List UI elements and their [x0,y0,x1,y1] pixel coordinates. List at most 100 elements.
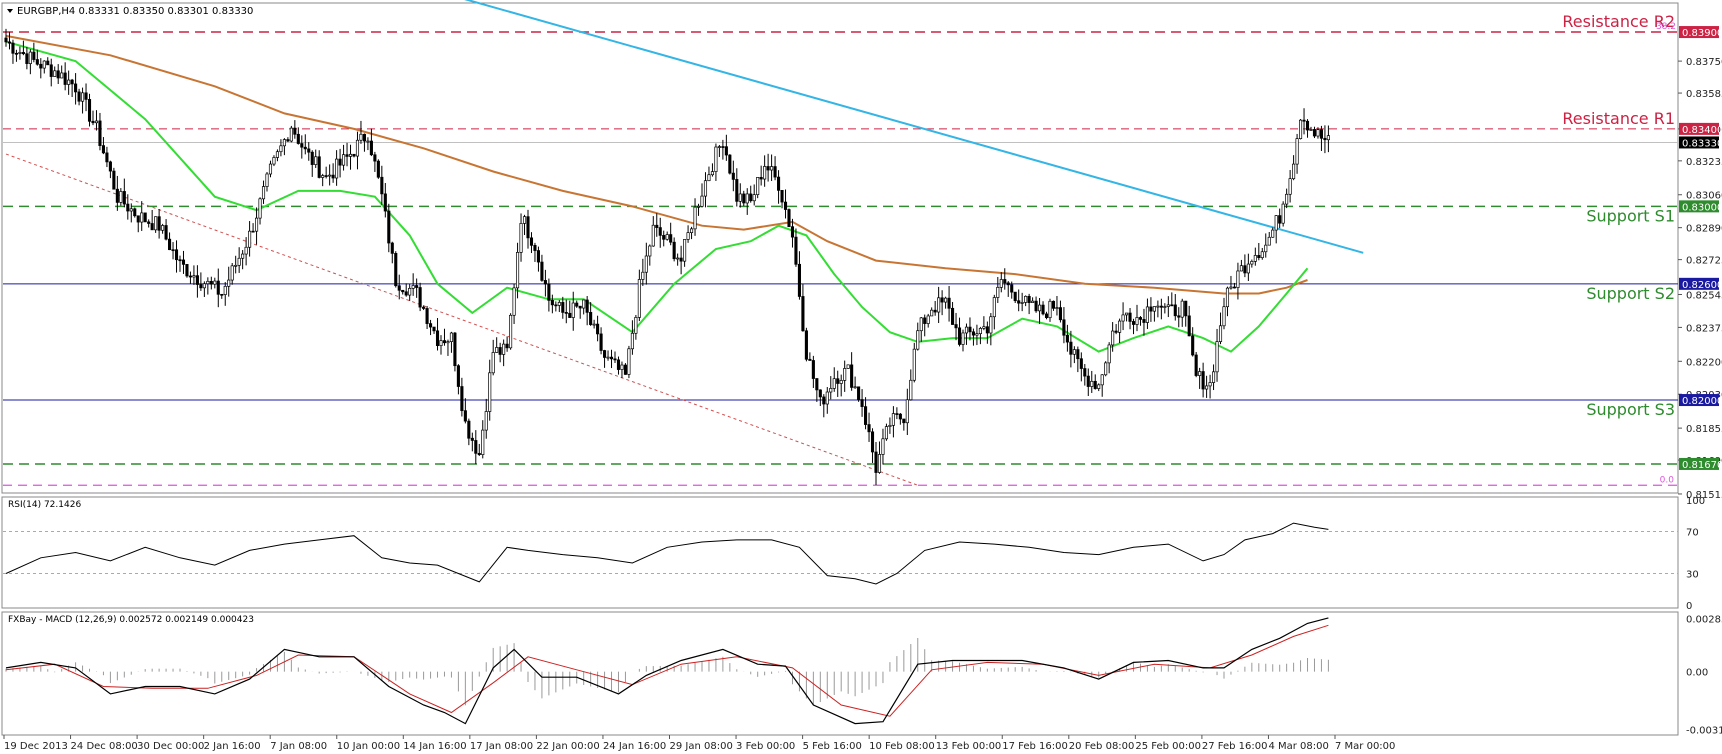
candle-body [752,194,756,202]
time-tick-label: 19 Dec 2013 [4,741,68,752]
candle-body [1069,341,1073,355]
candle-body [561,302,565,313]
candle-body [1072,349,1076,355]
candle-body [1156,305,1160,308]
rsi-tick-label: 30 [1686,570,1699,581]
candle-body [1034,300,1038,312]
candle-body [829,388,833,393]
candle-body [439,340,443,347]
candle-body [919,317,923,332]
candle-body [383,193,387,212]
candle-body [94,120,99,124]
candle-body [884,426,888,440]
candle-body [1253,255,1257,262]
candle-body [1177,315,1181,318]
candle-body [512,287,516,316]
candle-body [1180,300,1184,318]
candle-body [366,140,370,143]
candle-body [738,193,742,202]
candle-body [1198,371,1202,376]
candle-body [484,411,488,431]
candle-body [1090,380,1094,387]
candle-body [582,299,586,309]
candle-body [18,52,22,54]
candle-body [286,139,290,142]
candle-body [481,429,485,455]
candle-body [550,300,554,306]
rsi-tick-label: 70 [1686,528,1699,539]
candle-body [150,223,154,231]
candle-body [460,386,464,412]
time-tick-label: 30 Dec 00:00 [137,741,204,752]
candle-body [843,368,847,381]
candle-body [599,333,603,351]
candle-body [1062,319,1066,336]
time-tick-label: 5 Feb 16:00 [803,741,862,752]
fib-label-0: 0.0 [1660,475,1675,485]
price-tick-label: 0.82725 [1686,256,1722,267]
candle-body [328,174,332,177]
candle-body [836,378,840,384]
candle-body [282,139,286,147]
candle-body [1131,321,1136,325]
candle-body [616,359,621,370]
candle-body [46,60,50,66]
candle-body [244,246,248,255]
candle-body [773,166,777,178]
candle-body [275,151,279,158]
candle-body [961,332,965,345]
price-box-r1 [1679,122,1719,135]
candle-body [418,287,422,308]
price-box-s3 [1679,394,1719,407]
candle-body [4,37,8,43]
price-box-label-s2: 0.82600 [1682,280,1722,291]
candle-body [585,299,589,313]
candle-body [39,63,43,69]
candle-body [369,140,373,156]
candle-body [178,259,182,262]
candle-body [342,154,346,166]
macd-signal-line [5,624,1329,717]
time-tick-label: 7 Mar 00:00 [1335,741,1395,752]
candle-body [223,285,227,295]
candle-body [860,399,864,407]
candle-body [804,330,808,360]
candle-body [978,328,982,335]
candle-body [724,146,728,156]
candle-body [1003,279,1007,284]
candle-body [449,332,453,342]
candle-body [1222,306,1226,327]
candle-body [213,280,217,285]
candle-body [70,79,74,85]
rsi-pane [1,496,1679,609]
candle-body [268,163,273,175]
candle-body [703,180,708,197]
candle-body [912,348,916,381]
candle-body [446,341,450,344]
candle-body [1121,314,1125,322]
candle-body [49,64,53,77]
candle-body [1274,215,1278,231]
candle-body [1093,380,1097,389]
price-box-s2 [1679,277,1719,290]
candle-body [331,174,335,179]
candle-body [404,291,408,296]
candle-body [74,83,78,93]
candle-body [1027,295,1031,303]
candle-body [1107,344,1111,364]
time-tick-label: 20 Feb 08:00 [1069,741,1135,752]
candle-body [1225,287,1230,308]
candle-body [1006,282,1010,286]
candle-body [1024,295,1028,303]
candle-body [554,304,558,307]
candle-body [408,287,412,296]
candle-body [1013,291,1017,302]
candle-body [1299,119,1303,139]
candle-body [564,312,568,314]
candle-body [1239,265,1243,272]
candle-body [422,306,426,309]
candle-body [1097,384,1101,389]
candle-body [1051,300,1056,309]
